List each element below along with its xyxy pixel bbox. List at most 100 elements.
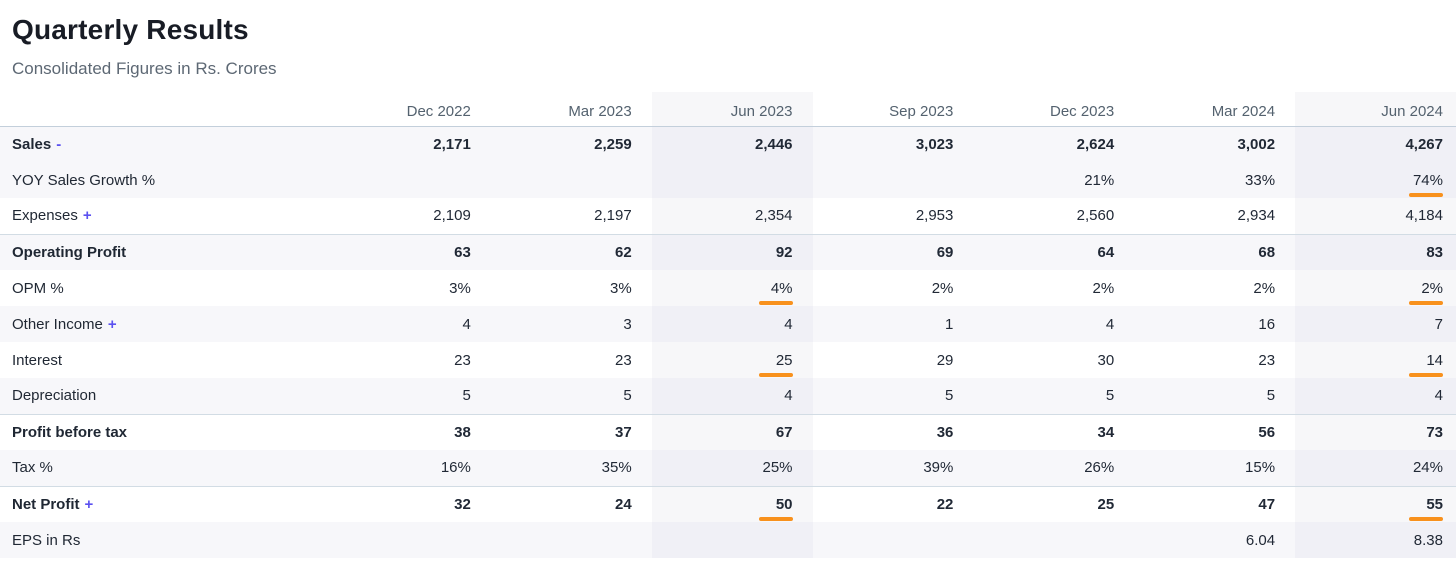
cell: 56 bbox=[1134, 413, 1296, 450]
cell: 2,624 bbox=[973, 126, 1135, 162]
cell bbox=[651, 162, 813, 198]
cell: 3 bbox=[490, 306, 652, 342]
collapse-toggle[interactable]: - bbox=[56, 135, 62, 153]
cell: 3,023 bbox=[812, 126, 974, 162]
page-subtitle: Consolidated Figures in Rs. Crores bbox=[12, 59, 277, 78]
cell: 34 bbox=[973, 413, 1135, 450]
cell: 14 bbox=[1295, 342, 1456, 378]
cell: 3,002 bbox=[1134, 126, 1296, 162]
cell: 2,953 bbox=[915, 207, 954, 225]
cell: 25% bbox=[651, 450, 813, 486]
cell: 1 bbox=[812, 306, 974, 342]
cell: 3% bbox=[610, 279, 632, 297]
cell: 2,560 bbox=[1076, 207, 1115, 225]
cell: 2,109 bbox=[433, 207, 471, 225]
cell: 29 bbox=[936, 351, 954, 369]
cell: 38 bbox=[330, 413, 491, 450]
cell: 64 bbox=[973, 233, 1135, 270]
quarters-table: Dec 2022 Mar 2023 Jun 2023 Sep 2023 Dec … bbox=[0, 92, 1456, 558]
table-header-row: Dec 2022 Mar 2023 Jun 2023 Sep 2023 Dec … bbox=[0, 92, 1456, 127]
table-row-opm: OPM % 3% 3% 4% 2% 2% 2% 2% bbox=[0, 270, 1456, 306]
column-header: Mar 2024 bbox=[1134, 92, 1296, 127]
cell: 4 bbox=[651, 306, 813, 342]
row-label: EPS in Rs bbox=[12, 531, 81, 549]
cell: 55 bbox=[1295, 485, 1456, 522]
cell: 23 bbox=[454, 351, 471, 369]
cell: 67 bbox=[651, 413, 813, 450]
cell: 4 bbox=[973, 306, 1135, 342]
cell: 2% bbox=[931, 279, 954, 297]
cell: 74% bbox=[1295, 162, 1456, 198]
column-header: Dec 2022 bbox=[330, 92, 491, 127]
cell: 25 bbox=[651, 342, 813, 378]
cell: 4 bbox=[1295, 378, 1456, 414]
cell bbox=[812, 522, 974, 558]
table-row-operating-profit: Operating Profit 63 62 92 69 64 68 83 bbox=[0, 233, 1456, 270]
cell: 5 bbox=[490, 378, 652, 414]
cell: 26% bbox=[973, 450, 1135, 486]
cell: 4,267 bbox=[1295, 126, 1456, 162]
cell bbox=[973, 522, 1135, 558]
row-label: Operating Profit bbox=[12, 243, 127, 261]
cell: 16 bbox=[1134, 306, 1296, 342]
row-label-header bbox=[0, 92, 330, 127]
table-row-other-income: Other Income + 4 3 4 1 4 16 7 bbox=[0, 306, 1456, 342]
cell: 4% bbox=[651, 270, 813, 306]
expand-toggle[interactable]: + bbox=[82, 207, 92, 225]
cell: 39% bbox=[812, 450, 974, 486]
row-label: Interest bbox=[12, 351, 63, 369]
cell: 2,446 bbox=[651, 126, 813, 162]
row-label: Depreciation bbox=[12, 387, 97, 405]
cell bbox=[330, 522, 491, 558]
table-row-expenses: Expenses + 2,109 2,197 2,354 2,953 2,560 … bbox=[0, 198, 1456, 234]
expand-toggle[interactable]: + bbox=[107, 315, 117, 333]
table-row-interest: Interest 23 23 25 29 30 23 14 bbox=[0, 342, 1456, 378]
table-row-net-profit: Net Profit + 32 24 50 22 25 47 55 bbox=[0, 485, 1456, 522]
column-header: Mar 2023 bbox=[490, 92, 652, 127]
cell bbox=[490, 522, 652, 558]
cell bbox=[812, 162, 974, 198]
cell: 62 bbox=[490, 233, 652, 270]
cell: 47 bbox=[1134, 485, 1296, 522]
column-header: Jun 2024 bbox=[1295, 92, 1456, 127]
row-label: YOY Sales Growth % bbox=[12, 171, 156, 189]
cell: 73 bbox=[1295, 413, 1456, 450]
cell: 35% bbox=[490, 450, 652, 486]
row-label: OPM % bbox=[12, 279, 64, 297]
column-header: Dec 2023 bbox=[973, 92, 1135, 127]
cell: 8.38 bbox=[1295, 522, 1456, 558]
orange-highlight-marker: 50 bbox=[758, 496, 793, 521]
cell: 5 bbox=[973, 378, 1135, 414]
cell: 5 bbox=[812, 378, 974, 414]
cell: 23 bbox=[1258, 351, 1276, 369]
orange-highlight-marker: 4% bbox=[758, 280, 793, 305]
cell: 83 bbox=[1295, 233, 1456, 270]
cell: 68 bbox=[1134, 233, 1296, 270]
cell bbox=[330, 162, 491, 198]
cell: 69 bbox=[812, 233, 974, 270]
expand-toggle[interactable]: + bbox=[84, 495, 94, 513]
cell: 30 bbox=[1097, 351, 1115, 369]
cell: 22 bbox=[812, 485, 974, 522]
cell: 4 bbox=[651, 378, 813, 414]
cell: 4 bbox=[330, 306, 491, 342]
orange-highlight-marker: 25 bbox=[758, 352, 793, 377]
cell: 5 bbox=[330, 378, 491, 414]
cell: 2,171 bbox=[330, 126, 491, 162]
table-row-sales: Sales - 2,171 2,259 2,446 3,023 2,624 3,0… bbox=[0, 126, 1456, 162]
cell: 32 bbox=[330, 485, 491, 522]
cell: 2% bbox=[1092, 279, 1115, 297]
cell bbox=[490, 162, 652, 198]
cell: 2,197 bbox=[594, 207, 632, 225]
cell: 21% bbox=[973, 162, 1135, 198]
cell: 2% bbox=[1295, 270, 1456, 306]
table-row-depreciation: Depreciation 5 5 4 5 5 5 4 bbox=[0, 378, 1456, 414]
row-label: Sales bbox=[12, 135, 52, 153]
row-label: Other Income bbox=[12, 315, 103, 333]
column-header: Jun 2023 bbox=[651, 92, 813, 127]
orange-highlight-marker: 74% bbox=[1409, 172, 1443, 197]
cell: 2,354 bbox=[651, 198, 813, 234]
cell: 15% bbox=[1134, 450, 1296, 486]
table-row-eps: EPS in Rs 6.04 8.38 bbox=[0, 522, 1456, 558]
row-label: Tax % bbox=[12, 459, 53, 477]
